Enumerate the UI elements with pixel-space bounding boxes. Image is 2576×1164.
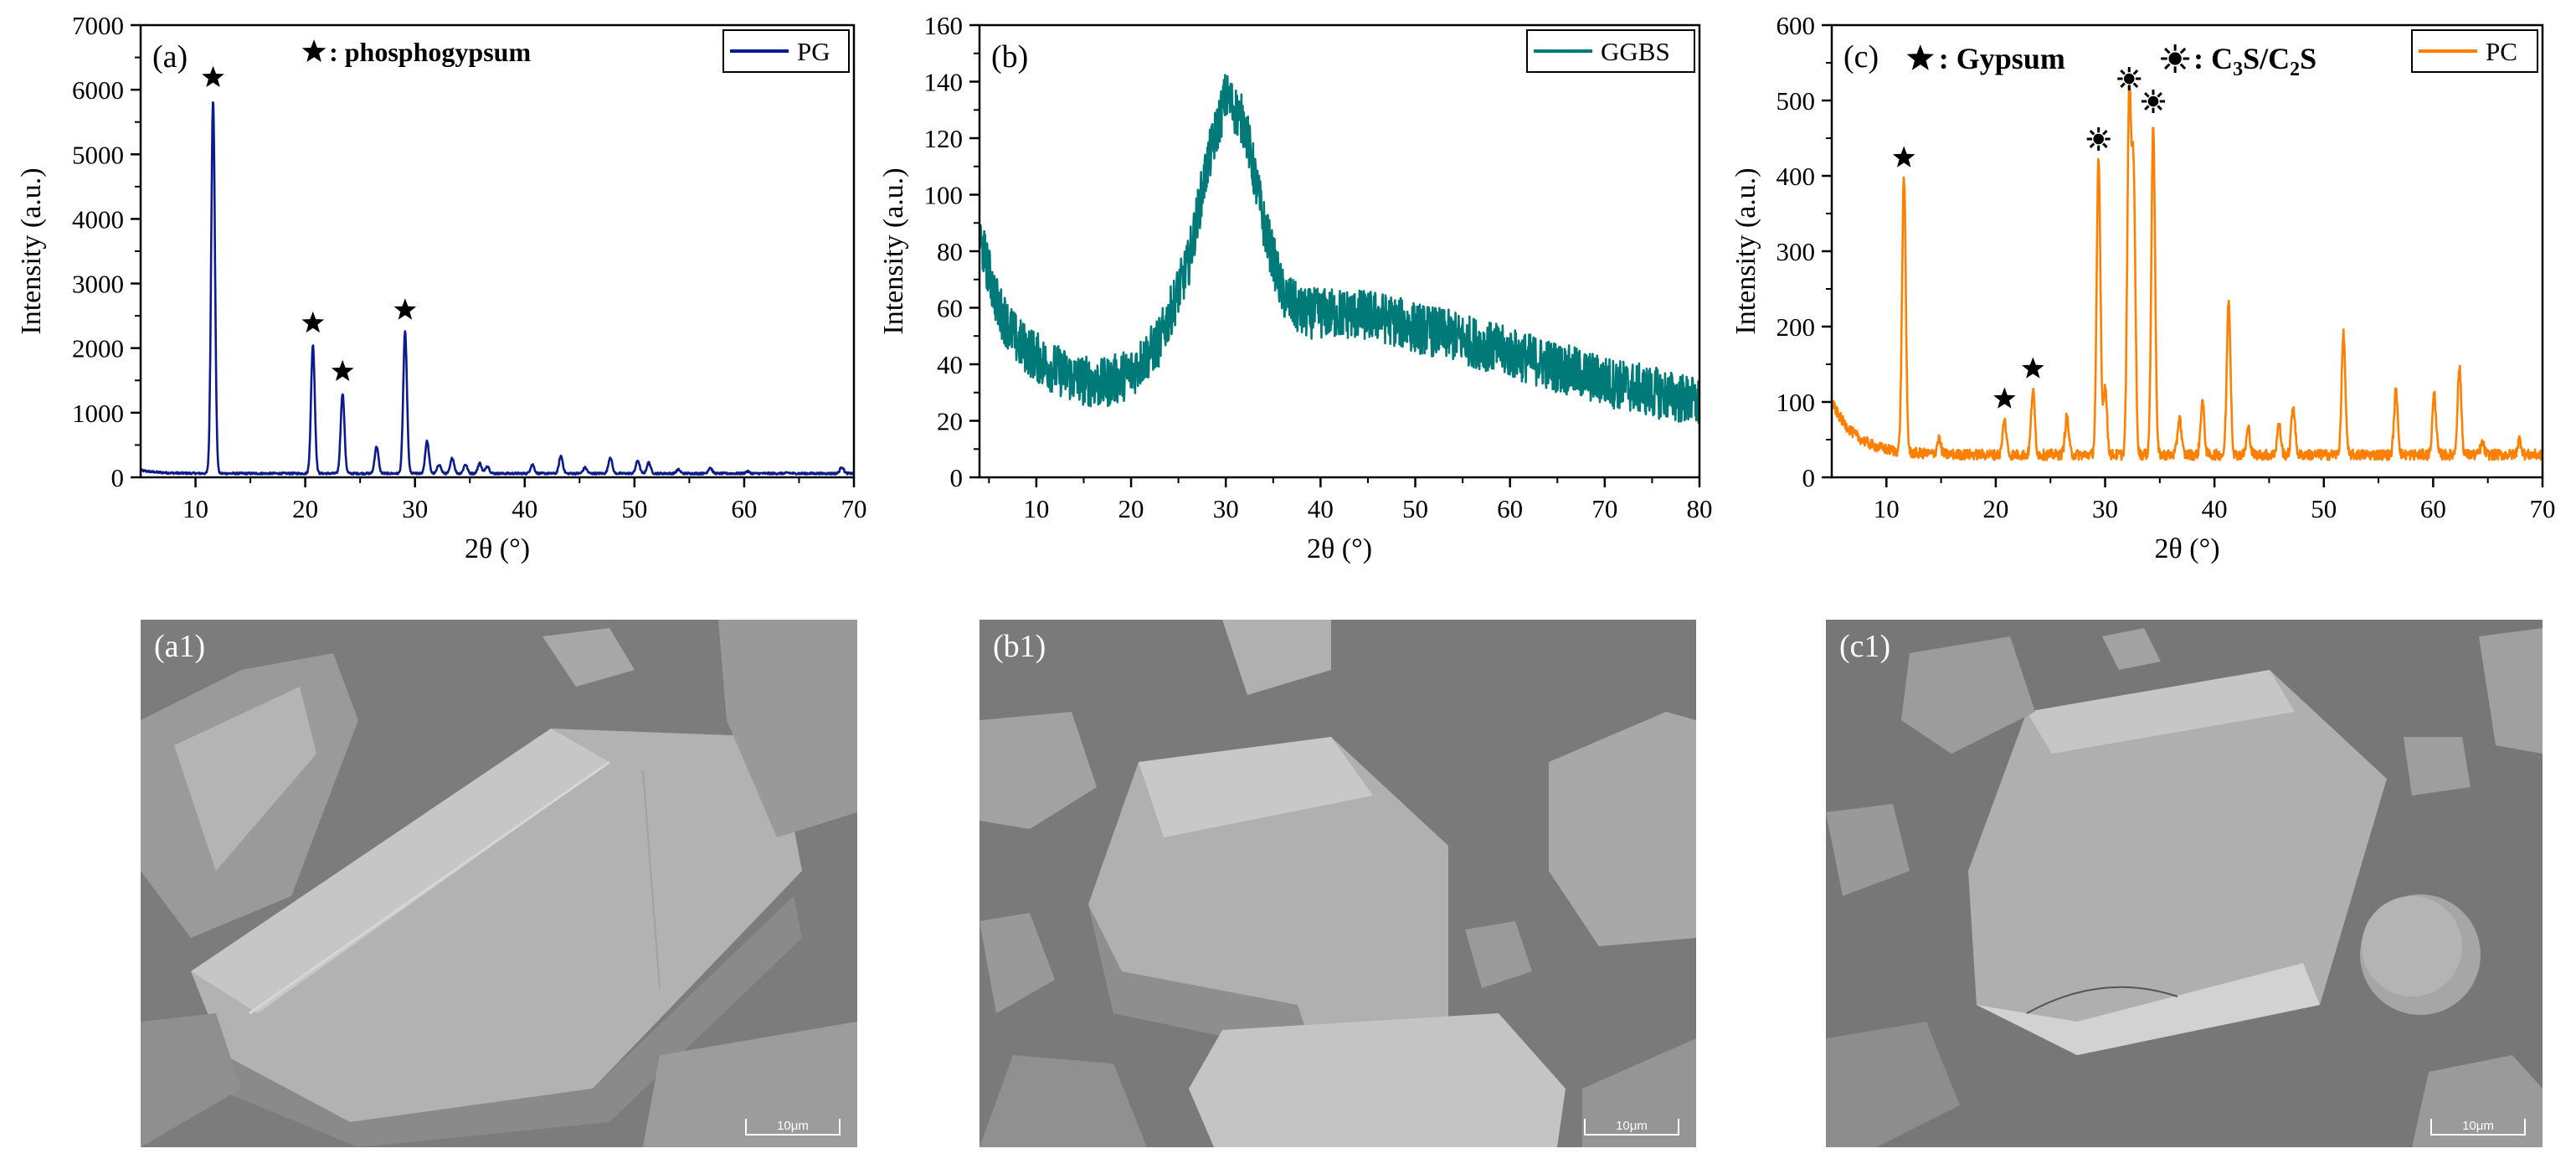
chart-c: 10 20 30 40 50 60 70 0 100 200 300 400 500 600 2θ (°) I… [1730, 11, 2556, 564]
y-tick-label: 500 [1776, 86, 1816, 116]
y-tick-label: 200 [1776, 312, 1816, 342]
sem-label-b1: (b1) [993, 629, 1046, 664]
x-tick-label: 20 [1982, 494, 2008, 523]
y-tick-label: 120 [924, 124, 964, 153]
x-tick-label: 60 [1497, 494, 1523, 523]
x-tick-label: 60 [731, 494, 757, 523]
y-tick-label: 7000 [72, 11, 124, 40]
y-tick-label: 100 [1776, 388, 1816, 417]
y-tick-label: 2000 [72, 334, 124, 363]
annotation-text: : phosphogypsum [329, 37, 531, 67]
legend: PG [722, 29, 850, 73]
series-line-PC [1830, 84, 2544, 461]
annotation-star-icon [301, 39, 326, 63]
y-tick-label: 6000 [72, 75, 124, 105]
series-line-GGBS [978, 74, 1701, 425]
scale-bar-b1: 10μm [1584, 1119, 1679, 1136]
annotation-star-icon [1906, 44, 1934, 70]
panel-label: (a) [152, 39, 188, 75]
y-tick-label: 140 [924, 68, 964, 97]
peak-marker-sun-icon [2142, 90, 2166, 113]
sem-label-a1: (a1) [154, 629, 206, 664]
x-tick-label: 30 [1213, 494, 1239, 523]
y-tick-label: 160 [924, 11, 964, 40]
peak-marker-sun-icon [2086, 127, 2111, 151]
x-tick-label: 30 [402, 494, 428, 523]
series-line-PG [139, 101, 856, 476]
x-axis-label: 2θ (°) [1307, 533, 1372, 564]
peak-marker-star-icon [202, 65, 224, 87]
x-tick-label: 20 [292, 494, 318, 523]
peak-marker-star-icon [1993, 387, 2016, 409]
y-tick-label: 4000 [72, 204, 124, 234]
y-tick-label: 40 [937, 350, 963, 379]
y-tick-label: 20 [937, 407, 963, 436]
y-tick-label: 60 [937, 294, 963, 323]
x-tick-label: 10 [1023, 494, 1049, 523]
chart-a: 10 20 30 40 50 60 70 0 1000 2000 3000 4000 5000 6000 7… [16, 11, 867, 564]
x-tick-label: 50 [1402, 494, 1428, 523]
x-tick-label: 10 [1874, 494, 1900, 523]
x-tick-label: 80 [1687, 494, 1713, 523]
scale-bar-a1: 10μm [745, 1119, 841, 1136]
xrd-charts: 10 20 30 40 50 60 7001000200030004000500060007… [16, 11, 2556, 564]
plot-frame [139, 23, 856, 479]
x-tick-label: 40 [2202, 494, 2228, 523]
annotation-text-silicates: : C3S/C2S [2193, 42, 2316, 80]
x-tick-label: 50 [2311, 494, 2337, 523]
panel-label: (b) [991, 39, 1028, 75]
y-tick-label: 3000 [72, 270, 124, 299]
peak-marker-star-icon [301, 311, 325, 333]
panel-label: (c) [1843, 39, 1879, 75]
peak-marker-star-icon [2022, 357, 2044, 379]
y-tick-label: 80 [937, 237, 963, 266]
sem-label-c1: (c1) [1839, 629, 1891, 664]
x-tick-label: 40 [512, 494, 537, 523]
x-axis-label: 2θ (°) [465, 533, 530, 564]
y-axis-label: Intensity (a.u.) [16, 167, 47, 334]
x-tick-label: 30 [2092, 494, 2118, 523]
y-axis-label: Intensity (a.u.) [1730, 167, 1761, 334]
x-tick-label: 70 [841, 494, 867, 523]
y-tick-label: 600 [1776, 11, 1816, 40]
sem-image-c1: (c1) 10μm [1826, 620, 2543, 1147]
legend-label: GGBS [1601, 37, 1670, 66]
peak-marker-star-icon [393, 298, 417, 320]
y-tick-label: 0 [950, 463, 964, 492]
legend: GGBS [1526, 29, 1695, 73]
y-tick-label: 0 [111, 463, 125, 492]
x-tick-label: 40 [1308, 494, 1334, 523]
x-tick-label: 50 [621, 494, 647, 523]
legend-label: PG [797, 37, 830, 66]
x-tick-label: 20 [1118, 494, 1144, 523]
legend: PC [2411, 29, 2538, 73]
y-axis-label: Intensity (a.u.) [878, 167, 909, 334]
annotation-sun-icon [2161, 44, 2190, 73]
scale-bar-c1: 10μm [2430, 1119, 2526, 1136]
y-tick-label: 0 [1802, 463, 1816, 492]
y-tick-label: 300 [1776, 237, 1816, 266]
annotation-text-gypsum: : Gypsum [1939, 42, 2065, 75]
x-tick-label: 60 [2420, 494, 2446, 523]
y-tick-label: 400 [1776, 162, 1816, 191]
x-tick-label: 70 [2530, 494, 2556, 523]
peak-marker-star-icon [1892, 146, 1915, 167]
sem-image-b1: (b1) 10μm [979, 620, 1696, 1147]
x-tick-label: 10 [183, 494, 208, 523]
plot-frame [978, 23, 1701, 479]
peak-marker-star-icon [331, 359, 354, 381]
y-tick-label: 5000 [72, 140, 124, 169]
sem-image-a1: (a1) 10μm [141, 620, 857, 1147]
y-tick-label: 100 [924, 181, 964, 210]
legend-label: PC [2486, 37, 2517, 66]
peak-marker-sun-icon [2117, 67, 2142, 90]
x-axis-label: 2θ (°) [2154, 533, 2219, 564]
y-tick-label: 1000 [72, 399, 124, 428]
chart-b: 10 20 30 40 50 60 70 80 0 20 40 60 80 100 120 140 160 2θ … [878, 11, 1713, 564]
x-tick-label: 70 [1591, 494, 1617, 523]
